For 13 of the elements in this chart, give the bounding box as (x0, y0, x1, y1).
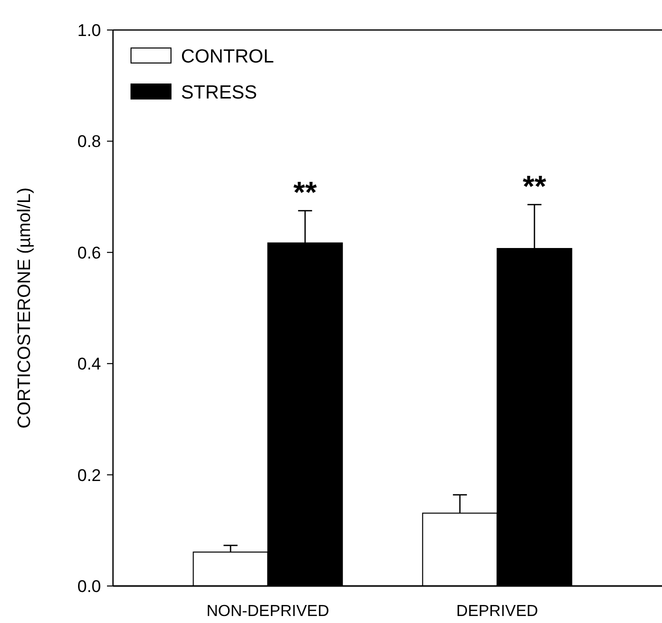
y-axis-title: CORTICOSTERONE (µmol/L) (14, 187, 34, 429)
legend-label: CONTROL (181, 46, 274, 68)
y-tick-label: 0.6 (77, 243, 101, 262)
y-tick-label: 0.8 (77, 132, 101, 152)
annotation: ** (293, 176, 318, 210)
annotation: ** (522, 170, 546, 204)
y-tick-label: 0.0 (77, 576, 101, 596)
x-tick-label: NON-DEPRIVED (206, 603, 330, 620)
legend-label: STRESS (181, 82, 258, 104)
y-tick-label: 0.2 (77, 466, 101, 485)
y-tick-label: 0.4 (77, 354, 101, 374)
x-tick-label: DEPRIVED (456, 603, 538, 620)
y-tick-label: 1.0 (77, 20, 101, 40)
